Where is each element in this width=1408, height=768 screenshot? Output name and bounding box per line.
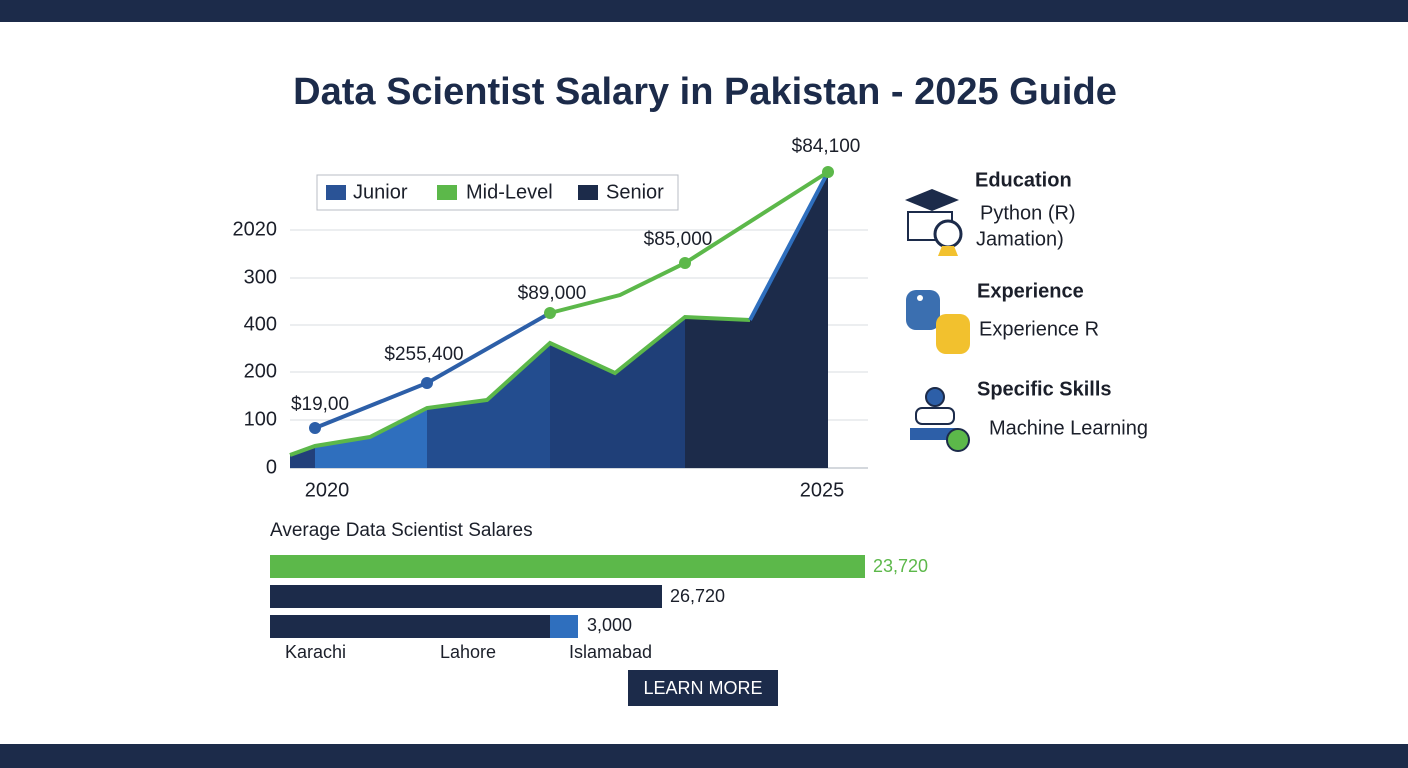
area-segment — [685, 172, 828, 468]
x-label: 2020 — [305, 479, 350, 501]
bar-label: 26,720 — [670, 586, 725, 606]
bar — [270, 585, 662, 608]
y-axis: 2020 300 400 200 100 0 — [233, 218, 278, 478]
sidebar-heading: Specific Skills — [977, 378, 1112, 400]
legend-swatch — [437, 185, 457, 200]
bar-label: 3,000 — [587, 615, 632, 635]
sidebar-text: Experience R — [979, 318, 1099, 340]
button-label[interactable]: LEARN MORE — [643, 678, 762, 698]
python-icon — [906, 290, 970, 354]
bar — [270, 555, 865, 578]
point-label: $85,000 — [644, 229, 713, 250]
sidebar-text: Python (R) — [980, 202, 1076, 224]
bar — [270, 615, 550, 638]
point — [679, 257, 691, 269]
legend-label: Mid-Level — [466, 181, 553, 203]
legend: Junior Mid-Level Senior — [316, 174, 679, 211]
y-label: 0 — [266, 456, 277, 478]
legend-swatch — [326, 185, 346, 200]
city-label: Karachi — [285, 642, 346, 662]
learn-more-button[interactable]: LEARN MORE — [628, 670, 778, 706]
point-label: $89,000 — [518, 283, 587, 304]
skills-icon — [910, 387, 970, 452]
bar-label: 23,720 — [873, 556, 928, 576]
area-segment — [290, 448, 315, 468]
sidebar-heading: Education — [975, 169, 1072, 191]
point — [421, 377, 433, 389]
bottom-bar — [0, 744, 1408, 768]
area-edge — [748, 171, 830, 321]
bar — [550, 615, 578, 638]
point-label: $84,100 — [792, 136, 861, 157]
y-label: 2020 — [233, 218, 278, 240]
legend-label: Senior — [606, 181, 664, 203]
y-label: 400 — [244, 313, 277, 335]
point — [822, 166, 834, 178]
page-title: Data Scientist Salary in Pakistan - 2025… — [293, 71, 1117, 113]
point-label: $19,00 — [291, 394, 349, 415]
button-bg[interactable] — [628, 670, 778, 706]
area-chart — [289, 166, 834, 468]
y-label: 300 — [244, 266, 277, 288]
legend-label: Junior — [353, 181, 408, 203]
legend-swatch — [578, 185, 598, 200]
x-label: 2025 — [800, 479, 845, 501]
area-segment — [290, 408, 427, 468]
top-bar — [0, 0, 1408, 22]
area-segment — [550, 317, 685, 468]
sidebar-text: Jamation) — [976, 228, 1064, 250]
salary-bars — [270, 555, 865, 638]
area-edge — [289, 314, 751, 457]
city-label: Islamabad — [569, 642, 652, 662]
city-label: Lahore — [440, 642, 496, 662]
point-label: $255,400 — [384, 344, 463, 365]
section-title: Average Data Scientist Salares — [270, 520, 533, 541]
sidebar: Education Python (R) Jamation) Experienc… — [975, 169, 1148, 439]
point-labels: $19,00 $255,400 $89,000 $85,000 $84,100 — [291, 136, 860, 415]
y-label: 200 — [244, 360, 277, 382]
sidebar-heading: Experience — [977, 280, 1084, 302]
y-label: 100 — [244, 408, 277, 430]
point — [544, 307, 556, 319]
area-segment — [427, 343, 550, 468]
education-icon — [905, 189, 963, 256]
point — [309, 422, 321, 434]
mid-line — [549, 170, 830, 315]
legend-box — [316, 174, 679, 211]
sidebar-text: Machine Learning — [989, 417, 1148, 439]
